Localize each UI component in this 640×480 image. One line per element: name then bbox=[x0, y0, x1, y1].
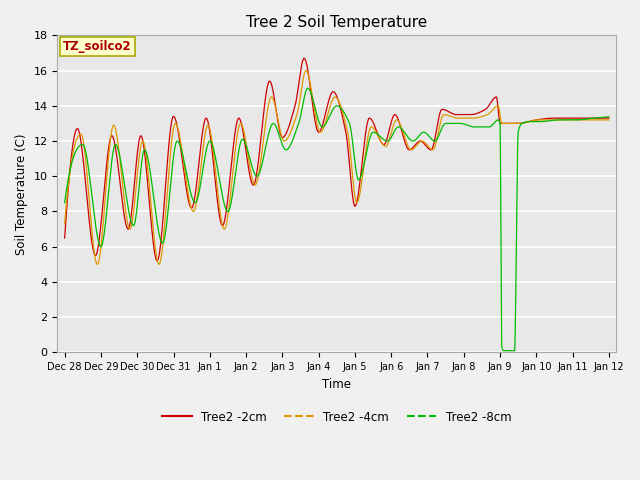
Text: TZ_soilco2: TZ_soilco2 bbox=[63, 40, 132, 53]
Tree2 -2cm bbox=[123, 224, 131, 230]
Tree2 -2cm bbox=[595, 115, 602, 121]
Tree2 -8cm bbox=[304, 85, 312, 91]
Tree2 -2cm bbox=[61, 235, 68, 241]
Tree2 -4cm bbox=[269, 97, 277, 103]
Tree2 -8cm bbox=[293, 125, 301, 131]
Tree2 -8cm bbox=[269, 120, 277, 126]
Tree2 -2cm bbox=[156, 252, 163, 258]
Tree2 -2cm bbox=[536, 117, 544, 122]
Line: Tree2 -4cm: Tree2 -4cm bbox=[65, 71, 609, 264]
Tree2 -4cm bbox=[536, 117, 544, 123]
Tree2 -4cm bbox=[61, 221, 68, 227]
Tree2 -8cm bbox=[155, 231, 163, 237]
Tree2 -8cm bbox=[605, 114, 612, 120]
Legend: Tree2 -2cm, Tree2 -4cm, Tree2 -8cm: Tree2 -2cm, Tree2 -4cm, Tree2 -8cm bbox=[157, 406, 516, 428]
Tree2 -4cm bbox=[93, 262, 101, 267]
X-axis label: Time: Time bbox=[323, 378, 351, 391]
Tree2 -8cm bbox=[595, 115, 602, 120]
Tree2 -8cm bbox=[61, 200, 68, 205]
Tree2 -2cm bbox=[300, 55, 308, 61]
Title: Tree 2 Soil Temperature: Tree 2 Soil Temperature bbox=[246, 15, 428, 30]
Tree2 -8cm bbox=[536, 119, 544, 124]
Y-axis label: Soil Temperature (C): Soil Temperature (C) bbox=[15, 133, 28, 254]
Tree2 -2cm bbox=[154, 258, 161, 264]
Tree2 -4cm bbox=[605, 117, 612, 123]
Tree2 -8cm bbox=[500, 348, 508, 354]
Line: Tree2 -2cm: Tree2 -2cm bbox=[65, 58, 609, 261]
Tree2 -2cm bbox=[269, 91, 277, 96]
Tree2 -4cm bbox=[156, 262, 163, 267]
Tree2 -8cm bbox=[123, 197, 131, 203]
Tree2 -2cm bbox=[605, 115, 612, 121]
Line: Tree2 -8cm: Tree2 -8cm bbox=[65, 88, 609, 351]
Tree2 -4cm bbox=[595, 117, 602, 123]
Tree2 -4cm bbox=[302, 68, 310, 73]
Tree2 -2cm bbox=[293, 92, 301, 98]
Tree2 -4cm bbox=[293, 111, 301, 117]
Tree2 -4cm bbox=[123, 216, 131, 222]
